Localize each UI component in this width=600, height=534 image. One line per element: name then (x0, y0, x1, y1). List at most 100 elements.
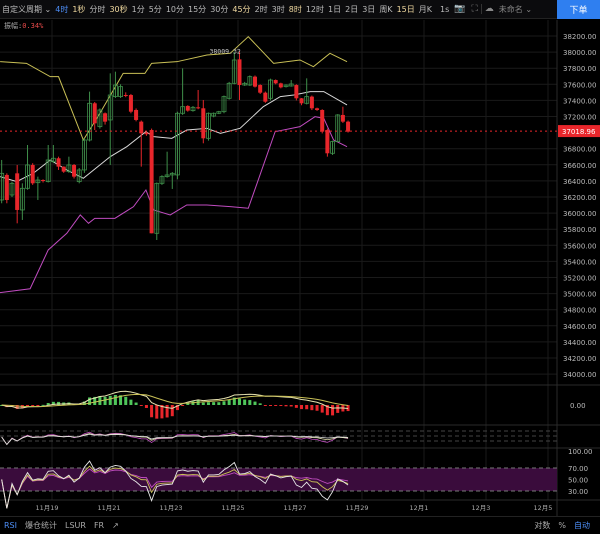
macd-histogram-bar (269, 405, 273, 406)
candle-body (268, 79, 273, 99)
candle-body (206, 112, 211, 139)
macd-histogram-bar (160, 405, 164, 419)
candle-body (180, 106, 186, 114)
log-scale-toggle[interactable]: 对数 (534, 521, 551, 530)
price-tick-label: 36200.00 (563, 194, 596, 202)
macd-histogram-bar (15, 405, 19, 409)
macd-histogram-bar (300, 405, 304, 410)
camera-icon[interactable]: 📷 (454, 4, 466, 14)
rsi-indicator-tab[interactable]: RSI (4, 521, 17, 530)
macd-histogram-bar (150, 405, 154, 418)
fullscreen-icon[interactable]: ⛶ (471, 4, 478, 14)
macd-histogram-bar (26, 405, 30, 406)
candle-body (128, 95, 133, 112)
macd-histogram-bar (144, 405, 148, 408)
interval-15[interactable]: 2日 (345, 4, 359, 14)
interval-7[interactable]: 15分 (188, 4, 207, 14)
interval-3[interactable]: 30秒 (109, 4, 128, 14)
price-tick-label: 38200.00 (563, 33, 596, 41)
candle-body (196, 107, 201, 109)
candle-body (144, 132, 149, 135)
interval-8[interactable]: 30分 (210, 4, 229, 14)
interval-10[interactable]: 2时 (254, 4, 268, 14)
macd-histogram-bar (119, 395, 123, 405)
macd-histogram-bar (325, 405, 329, 416)
interval-12[interactable]: 8时 (288, 4, 302, 14)
macd-histogram-bar (134, 402, 138, 405)
interval-19[interactable]: 月K (418, 4, 432, 14)
candle-body (118, 86, 123, 98)
interval-16[interactable]: 3日 (362, 4, 376, 14)
interval-1[interactable]: 1秒 (72, 4, 86, 14)
macd-histogram-bar (274, 405, 278, 406)
candle-body (41, 180, 46, 182)
candle-body (87, 102, 92, 141)
candle-body (242, 82, 248, 86)
macd-histogram-bar (232, 397, 236, 405)
price-tick-label: 36800.00 (563, 146, 596, 154)
macd-histogram-bar (217, 402, 221, 405)
macd-zero-label: 0.00 (570, 402, 586, 410)
custom-period-dropdown[interactable]: 自定义周期 ⌄ (2, 4, 52, 14)
candle-body (4, 174, 9, 200)
date-tick-label: 11月27 (283, 504, 306, 512)
interval-0[interactable]: 4时 (55, 4, 69, 14)
macd-histogram-bar (336, 405, 340, 413)
candlestick-chart[interactable]: 38200.00 38000.00 37800.00 37600.00 37400.00… (0, 0, 600, 516)
realtime-1s-button[interactable]: 1s (440, 4, 450, 14)
price-tick-label: 35200.00 (563, 275, 596, 283)
lsur-tab[interactable]: LSUR (65, 521, 86, 530)
macd-histogram-bar (98, 396, 102, 405)
price-tick-label: 36600.00 (563, 162, 596, 170)
candle-body (330, 141, 335, 154)
candle-body (61, 166, 66, 172)
percent-scale-toggle[interactable]: % (558, 521, 566, 530)
candle-body (315, 108, 320, 110)
price-tick-label: 36000.00 (563, 210, 596, 218)
current-price-label: 37018.96 (562, 128, 596, 136)
candle-body (190, 106, 196, 112)
place-order-button[interactable]: 下单 (557, 0, 600, 19)
macd-histogram-bar (108, 395, 112, 405)
rsi-line (1, 460, 349, 509)
macd-histogram-bar (170, 405, 174, 417)
interval-5[interactable]: 5分 (148, 4, 162, 14)
candle-body (72, 164, 77, 177)
interval-9[interactable]: 45分 (232, 4, 251, 14)
candle-body (159, 176, 165, 184)
macd-histogram-bar (196, 400, 200, 405)
candle-body (76, 169, 82, 183)
candle-body (320, 109, 325, 132)
candle-body (123, 95, 128, 97)
candle-body (201, 108, 206, 139)
date-tick-label: 11月21 (97, 504, 120, 512)
interval-list: 4时 1秒 分时 30秒 1分 5分 10分 15分 30分 45分 2时 3时 8时 12时 1日 2日 3日… (53, 4, 434, 15)
interval-4[interactable]: 1分 (131, 4, 145, 14)
candle-body (81, 139, 87, 171)
external-link-icon[interactable]: ↗ (112, 521, 119, 530)
candle-body (35, 179, 41, 184)
interval-17[interactable]: 周K (379, 4, 393, 14)
date-tick-label: 12月1 (410, 504, 429, 512)
candle-body (237, 59, 242, 86)
interval-18[interactable]: 15日 (396, 4, 415, 14)
interval-2[interactable]: 分时 (89, 4, 106, 14)
macd-histogram-bar (258, 403, 262, 405)
date-tick-label: 11月19 (35, 504, 58, 512)
candle-body (273, 80, 278, 84)
interval-13[interactable]: 12时 (305, 4, 325, 14)
macd-histogram-bar (212, 402, 216, 405)
candle-body (103, 113, 108, 122)
auto-scale-toggle[interactable]: 自动 (574, 521, 590, 530)
fr-tab[interactable]: FR (93, 521, 105, 530)
layout-name-dropdown[interactable]: 未命名 ⌄ (498, 4, 533, 14)
interval-11[interactable]: 3时 (271, 4, 285, 14)
macd-histogram-bar (31, 405, 35, 406)
liquidation-stats-tab[interactable]: 爆仓统计 (25, 521, 57, 530)
interval-14[interactable]: 1日 (328, 4, 342, 14)
price-tick-label: 37400.00 (563, 97, 596, 105)
candle-body (25, 164, 30, 189)
candle-body (107, 94, 113, 121)
macd-histogram-bar (222, 401, 226, 405)
interval-6[interactable]: 10分 (165, 4, 184, 14)
